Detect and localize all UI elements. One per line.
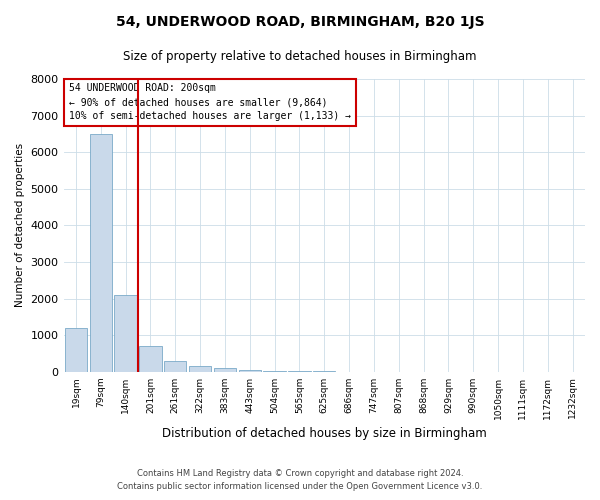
Bar [239, 370, 261, 372]
Bar [164, 360, 187, 372]
Bar [189, 366, 211, 372]
Bar [65, 328, 87, 372]
X-axis label: Distribution of detached houses by size in Birmingham: Distribution of detached houses by size … [162, 427, 487, 440]
Text: 54 UNDERWOOD ROAD: 200sqm
← 90% of detached houses are smaller (9,864)
10% of se: 54 UNDERWOOD ROAD: 200sqm ← 90% of detac… [69, 84, 351, 122]
Text: Contains public sector information licensed under the Open Government Licence v3: Contains public sector information licen… [118, 482, 482, 491]
Bar [89, 134, 112, 372]
Bar [263, 370, 286, 372]
Bar [115, 295, 137, 372]
Text: Size of property relative to detached houses in Birmingham: Size of property relative to detached ho… [123, 50, 477, 63]
Y-axis label: Number of detached properties: Number of detached properties [15, 144, 25, 308]
Bar [214, 368, 236, 372]
Bar [139, 346, 161, 372]
Text: 54, UNDERWOOD ROAD, BIRMINGHAM, B20 1JS: 54, UNDERWOOD ROAD, BIRMINGHAM, B20 1JS [116, 15, 484, 29]
Text: Contains HM Land Registry data © Crown copyright and database right 2024.: Contains HM Land Registry data © Crown c… [137, 468, 463, 477]
